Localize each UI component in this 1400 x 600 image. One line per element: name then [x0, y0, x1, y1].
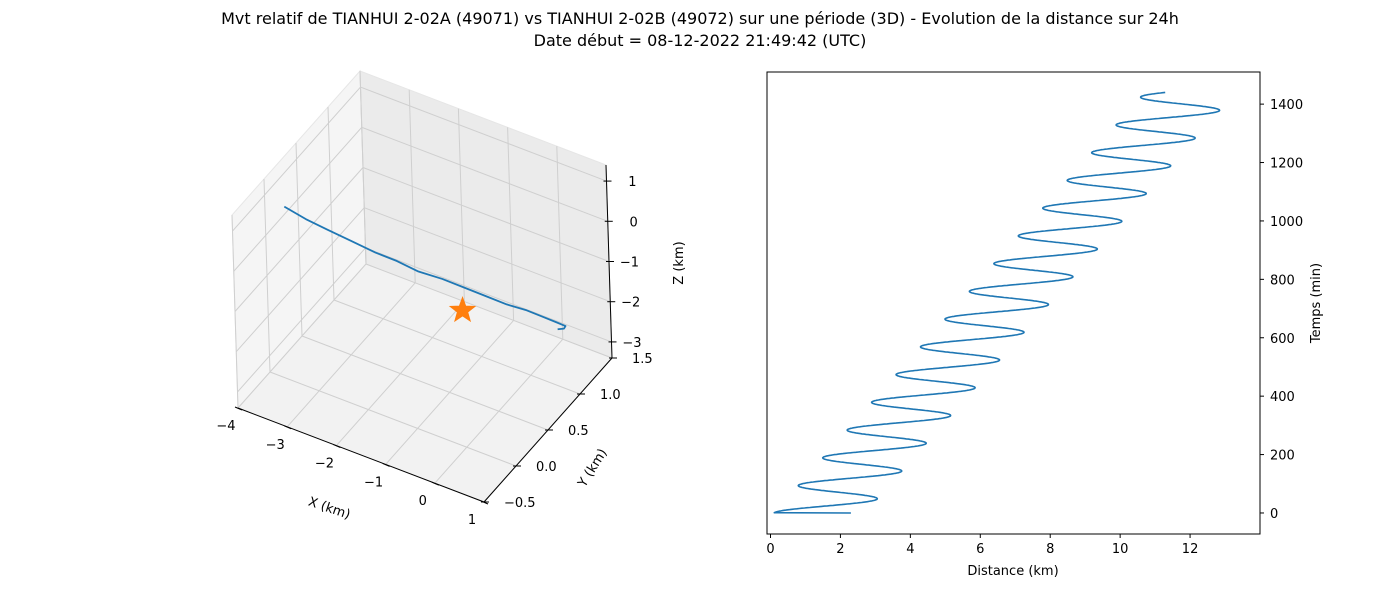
trajectory-line: [283, 205, 567, 331]
ticks-2d: 0 2 4 6 8 10 12 0 200 400 600 800 1000 1200 1400: [766, 98, 1303, 557]
z-tick-label-3d: 1: [628, 175, 636, 190]
z-tick-label-3d: −2: [621, 296, 640, 311]
distance-line: [773, 91, 1221, 514]
figure-title: Mvt relatif de TIANHUI 2-02A (49071) vs …: [0, 8, 1400, 52]
x-tick-label: 10: [1112, 542, 1129, 557]
y-tick-label: 0: [1270, 507, 1278, 522]
x-tick-label: 0: [766, 542, 774, 557]
grid-line-y: [295, 142, 549, 431]
x-axis-line-3d: [237, 407, 485, 503]
x-tick-label-3d: −4: [216, 419, 235, 434]
grid-line-z: [234, 166, 610, 312]
title-line-1: Mvt relatif de TIANHUI 2-02A (49071) vs …: [221, 9, 1179, 28]
x-tick-label-3d: 0: [419, 494, 427, 509]
grid-line-y: [327, 106, 581, 395]
y-tick-label-3d: 1.5: [632, 352, 653, 367]
z-tick-label-3d: −3: [622, 336, 641, 351]
x-tick-mark-3d: [382, 462, 390, 467]
x-tick-label: 12: [1182, 542, 1199, 557]
axes-3d: −4−3−2−101−0.50.00.51.01.5−3−2−101: [216, 164, 653, 528]
series-2d: [773, 91, 1221, 514]
x-tick-label-3d: −1: [364, 475, 383, 490]
x-tick-label: 4: [906, 542, 914, 557]
grid-line-y: [359, 70, 613, 359]
y-axis-label-3d: Y (km): [575, 446, 611, 491]
y-tick-label: 800: [1270, 273, 1295, 288]
z-axis-label-3d: Z (km): [672, 241, 687, 284]
y-tick-label: 600: [1270, 332, 1295, 347]
y-tick-label-3d: −0.5: [504, 496, 536, 511]
origin-star-marker: [448, 296, 477, 323]
y-tick-label: 1200: [1270, 157, 1303, 172]
x-axis-label-2d: Distance (km): [967, 564, 1058, 579]
y-axis-label-2d: Temps (min): [1309, 263, 1324, 344]
x-tick-label: 8: [1046, 542, 1054, 557]
y-tick-label: 400: [1270, 390, 1295, 405]
y-tick-label: 200: [1270, 449, 1295, 464]
z-tick-label-3d: −1: [620, 256, 639, 271]
y-tick-label: 1400: [1270, 98, 1303, 113]
x-tick-mark-3d: [333, 444, 341, 449]
grid-line-y: [263, 178, 517, 467]
x-tick-mark-3d: [284, 425, 292, 430]
x-tick-label-3d: −2: [315, 457, 334, 472]
grid-line-z: [232, 86, 607, 232]
series-3d: [283, 205, 567, 331]
panes-3d: [231, 69, 613, 503]
x-tick-mark-3d: [234, 406, 243, 411]
z-tick-label-3d: 0: [629, 215, 637, 230]
x-tick-label: 2: [836, 542, 844, 557]
plot-frame-2d: [766, 71, 1261, 535]
x-tick-label-3d: 1: [468, 513, 476, 528]
grid-line-z: [233, 126, 608, 272]
title-line-2: Date début = 08-12-2022 21:49:42 (UTC): [533, 31, 867, 50]
y-tick-label-3d: 0.5: [568, 424, 589, 439]
y-tick-label-3d: 0.0: [536, 460, 557, 475]
x-axis-label-3d: X (km): [306, 495, 352, 523]
grid-line-z: [235, 207, 611, 353]
y-tick-label-3d: 1.0: [600, 388, 621, 403]
x-tick-mark-3d: [431, 481, 439, 486]
x-tick-label: 6: [976, 542, 984, 557]
y-tick-label: 1000: [1270, 215, 1303, 230]
x-tick-label-3d: −3: [266, 438, 285, 453]
chart-3d-trajectory: −4−3−2−101−0.50.00.51.01.5−3−2−101 X (km…: [216, 69, 687, 528]
